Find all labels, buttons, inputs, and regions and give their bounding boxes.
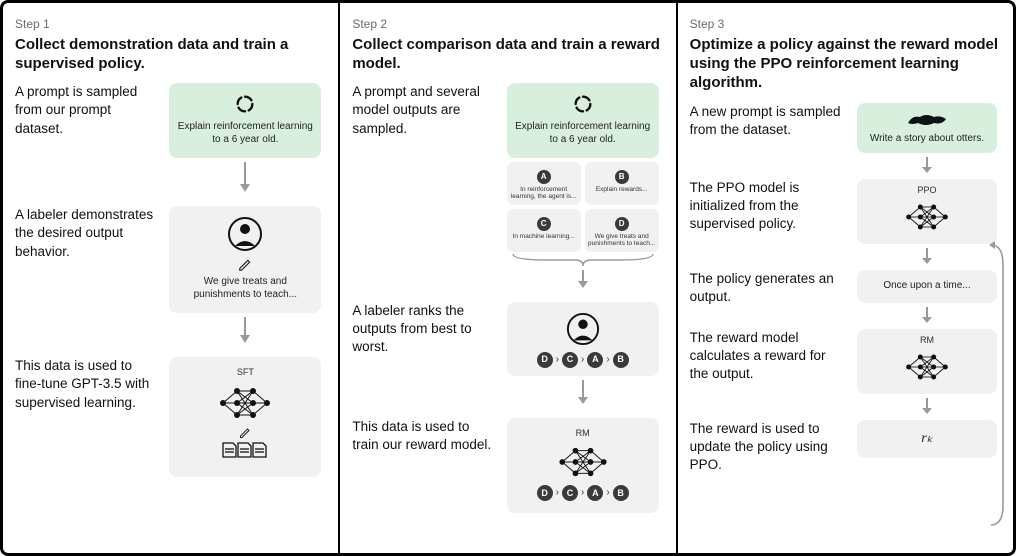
ranking-row: D› C› A› B	[515, 485, 651, 501]
option-text: We give treats and punishments to teach.…	[588, 233, 656, 247]
rank-badge: C	[562, 352, 578, 368]
desc-text: A new prompt is sampled from the dataset…	[690, 103, 843, 139]
prompt-text: Write a story about otters.	[863, 133, 991, 146]
prompt-card: Explain reinforcement learning to a 6 ye…	[169, 83, 321, 158]
arrow-down-icon	[920, 248, 934, 264]
labeler-rank-card: D› C› A› B	[507, 302, 659, 376]
step-label: Step 3	[690, 17, 1001, 31]
rank-badge: C	[562, 485, 578, 501]
desc-text: This data is used to train our reward mo…	[352, 418, 491, 454]
pencil-icon	[239, 427, 251, 439]
rank-badge: B	[613, 485, 629, 501]
feedback-loop-arrow	[987, 235, 1007, 535]
arrow-down-icon	[920, 157, 934, 173]
option-text: Explain rewards...	[588, 186, 656, 193]
prompt-text: Explain reinforcement learning to a 6 ye…	[515, 121, 651, 146]
sample-icon	[572, 93, 594, 115]
option-text: In machine learning...	[510, 233, 578, 240]
model-label: SFT	[177, 367, 313, 378]
arrow-down-icon	[238, 162, 252, 192]
panel-step1: Step 1 Collect demonstration data and tr…	[3, 3, 340, 553]
option-card: B Explain rewards...	[585, 162, 659, 205]
otter-icon	[906, 111, 948, 127]
rank-badge: A	[587, 485, 603, 501]
generation-card: Once upon a time...	[857, 270, 997, 303]
panel-step2: Step 2 Collect comparison data and train…	[340, 3, 677, 553]
panel-title: Optimize a policy against the reward mod…	[690, 35, 1001, 93]
desc-text: The policy generates an output.	[690, 270, 843, 306]
options-grid: A In reinforcement learning, the agent is…	[507, 162, 659, 252]
panel-step3: Step 3 Optimize a policy against the rew…	[678, 3, 1013, 553]
step-label: Step 1	[15, 17, 326, 31]
arrow-down-icon	[920, 398, 934, 414]
rank-badge: D	[537, 352, 553, 368]
model-card-sft: SFT	[169, 357, 321, 476]
model-card-rm: RM	[857, 329, 997, 394]
prompt-text: Explain reinforcement learning to a 6 ye…	[177, 121, 313, 146]
arrow-down-icon	[920, 307, 934, 323]
rank-badge: A	[587, 352, 603, 368]
option-card: D We give treats and punishments to teach…	[585, 209, 659, 252]
panel-title: Collect comparison data and train a rewa…	[352, 35, 663, 73]
option-badge: B	[615, 170, 629, 184]
ranking-row: D› C› A› B	[515, 352, 651, 368]
arrow-down-icon	[238, 317, 252, 343]
model-label: RM	[515, 428, 651, 439]
desc-text: A prompt and several model outputs are s…	[352, 83, 491, 137]
model-label: RM	[863, 335, 991, 346]
labeler-card: We give treats and punishments to teach.…	[169, 206, 321, 313]
generation-text: Once upon a time...	[863, 280, 991, 293]
desc-text: The reward model calculates a reward for…	[690, 329, 843, 383]
network-icon	[901, 352, 953, 382]
step-label: Step 2	[352, 17, 663, 31]
option-badge: A	[537, 170, 551, 184]
brace-icon	[507, 252, 659, 266]
desc-text: This data is used to fine-tune GPT-3.5 w…	[15, 357, 154, 411]
rlhf-diagram: Step 1 Collect demonstration data and tr…	[0, 0, 1016, 556]
desc-text: A labeler demonstrates the desired outpu…	[15, 206, 154, 260]
desc-text: The PPO model is initialized from the su…	[690, 179, 843, 233]
arrow-down-icon	[576, 270, 590, 288]
network-icon	[555, 445, 611, 479]
desc-text: A labeler ranks the outputs from best to…	[352, 302, 491, 356]
labeler-output: We give treats and punishments to teach.…	[177, 276, 313, 301]
arrow-down-icon	[576, 380, 590, 404]
option-text: In reinforcement learning, the agent is.…	[510, 186, 578, 200]
option-badge: C	[537, 217, 551, 231]
desc-text: The reward is used to update the policy …	[690, 420, 843, 474]
prompt-card: Write a story about otters.	[857, 103, 997, 154]
person-icon	[566, 312, 600, 346]
model-card-rm: RM D› C› A›	[507, 418, 659, 513]
rank-badge: B	[613, 352, 629, 368]
model-card-ppo: PPO	[857, 179, 997, 244]
pencil-icon	[238, 258, 252, 272]
desc-text: A prompt is sampled from our prompt data…	[15, 83, 154, 137]
prompt-card: Explain reinforcement learning to a 6 ye…	[507, 83, 659, 158]
model-label: PPO	[863, 185, 991, 196]
sample-icon	[234, 93, 256, 115]
option-badge: D	[615, 217, 629, 231]
panel-title: Collect demonstration data and train a s…	[15, 35, 326, 73]
person-icon	[227, 216, 263, 252]
option-card: C In machine learning...	[507, 209, 581, 252]
reward-symbol: rₖ	[863, 430, 991, 448]
reward-card: rₖ	[857, 420, 997, 458]
network-icon	[217, 385, 273, 421]
documents-icon	[221, 441, 269, 459]
option-card: A In reinforcement learning, the agent is…	[507, 162, 581, 205]
network-icon	[901, 202, 953, 232]
rank-badge: D	[537, 485, 553, 501]
